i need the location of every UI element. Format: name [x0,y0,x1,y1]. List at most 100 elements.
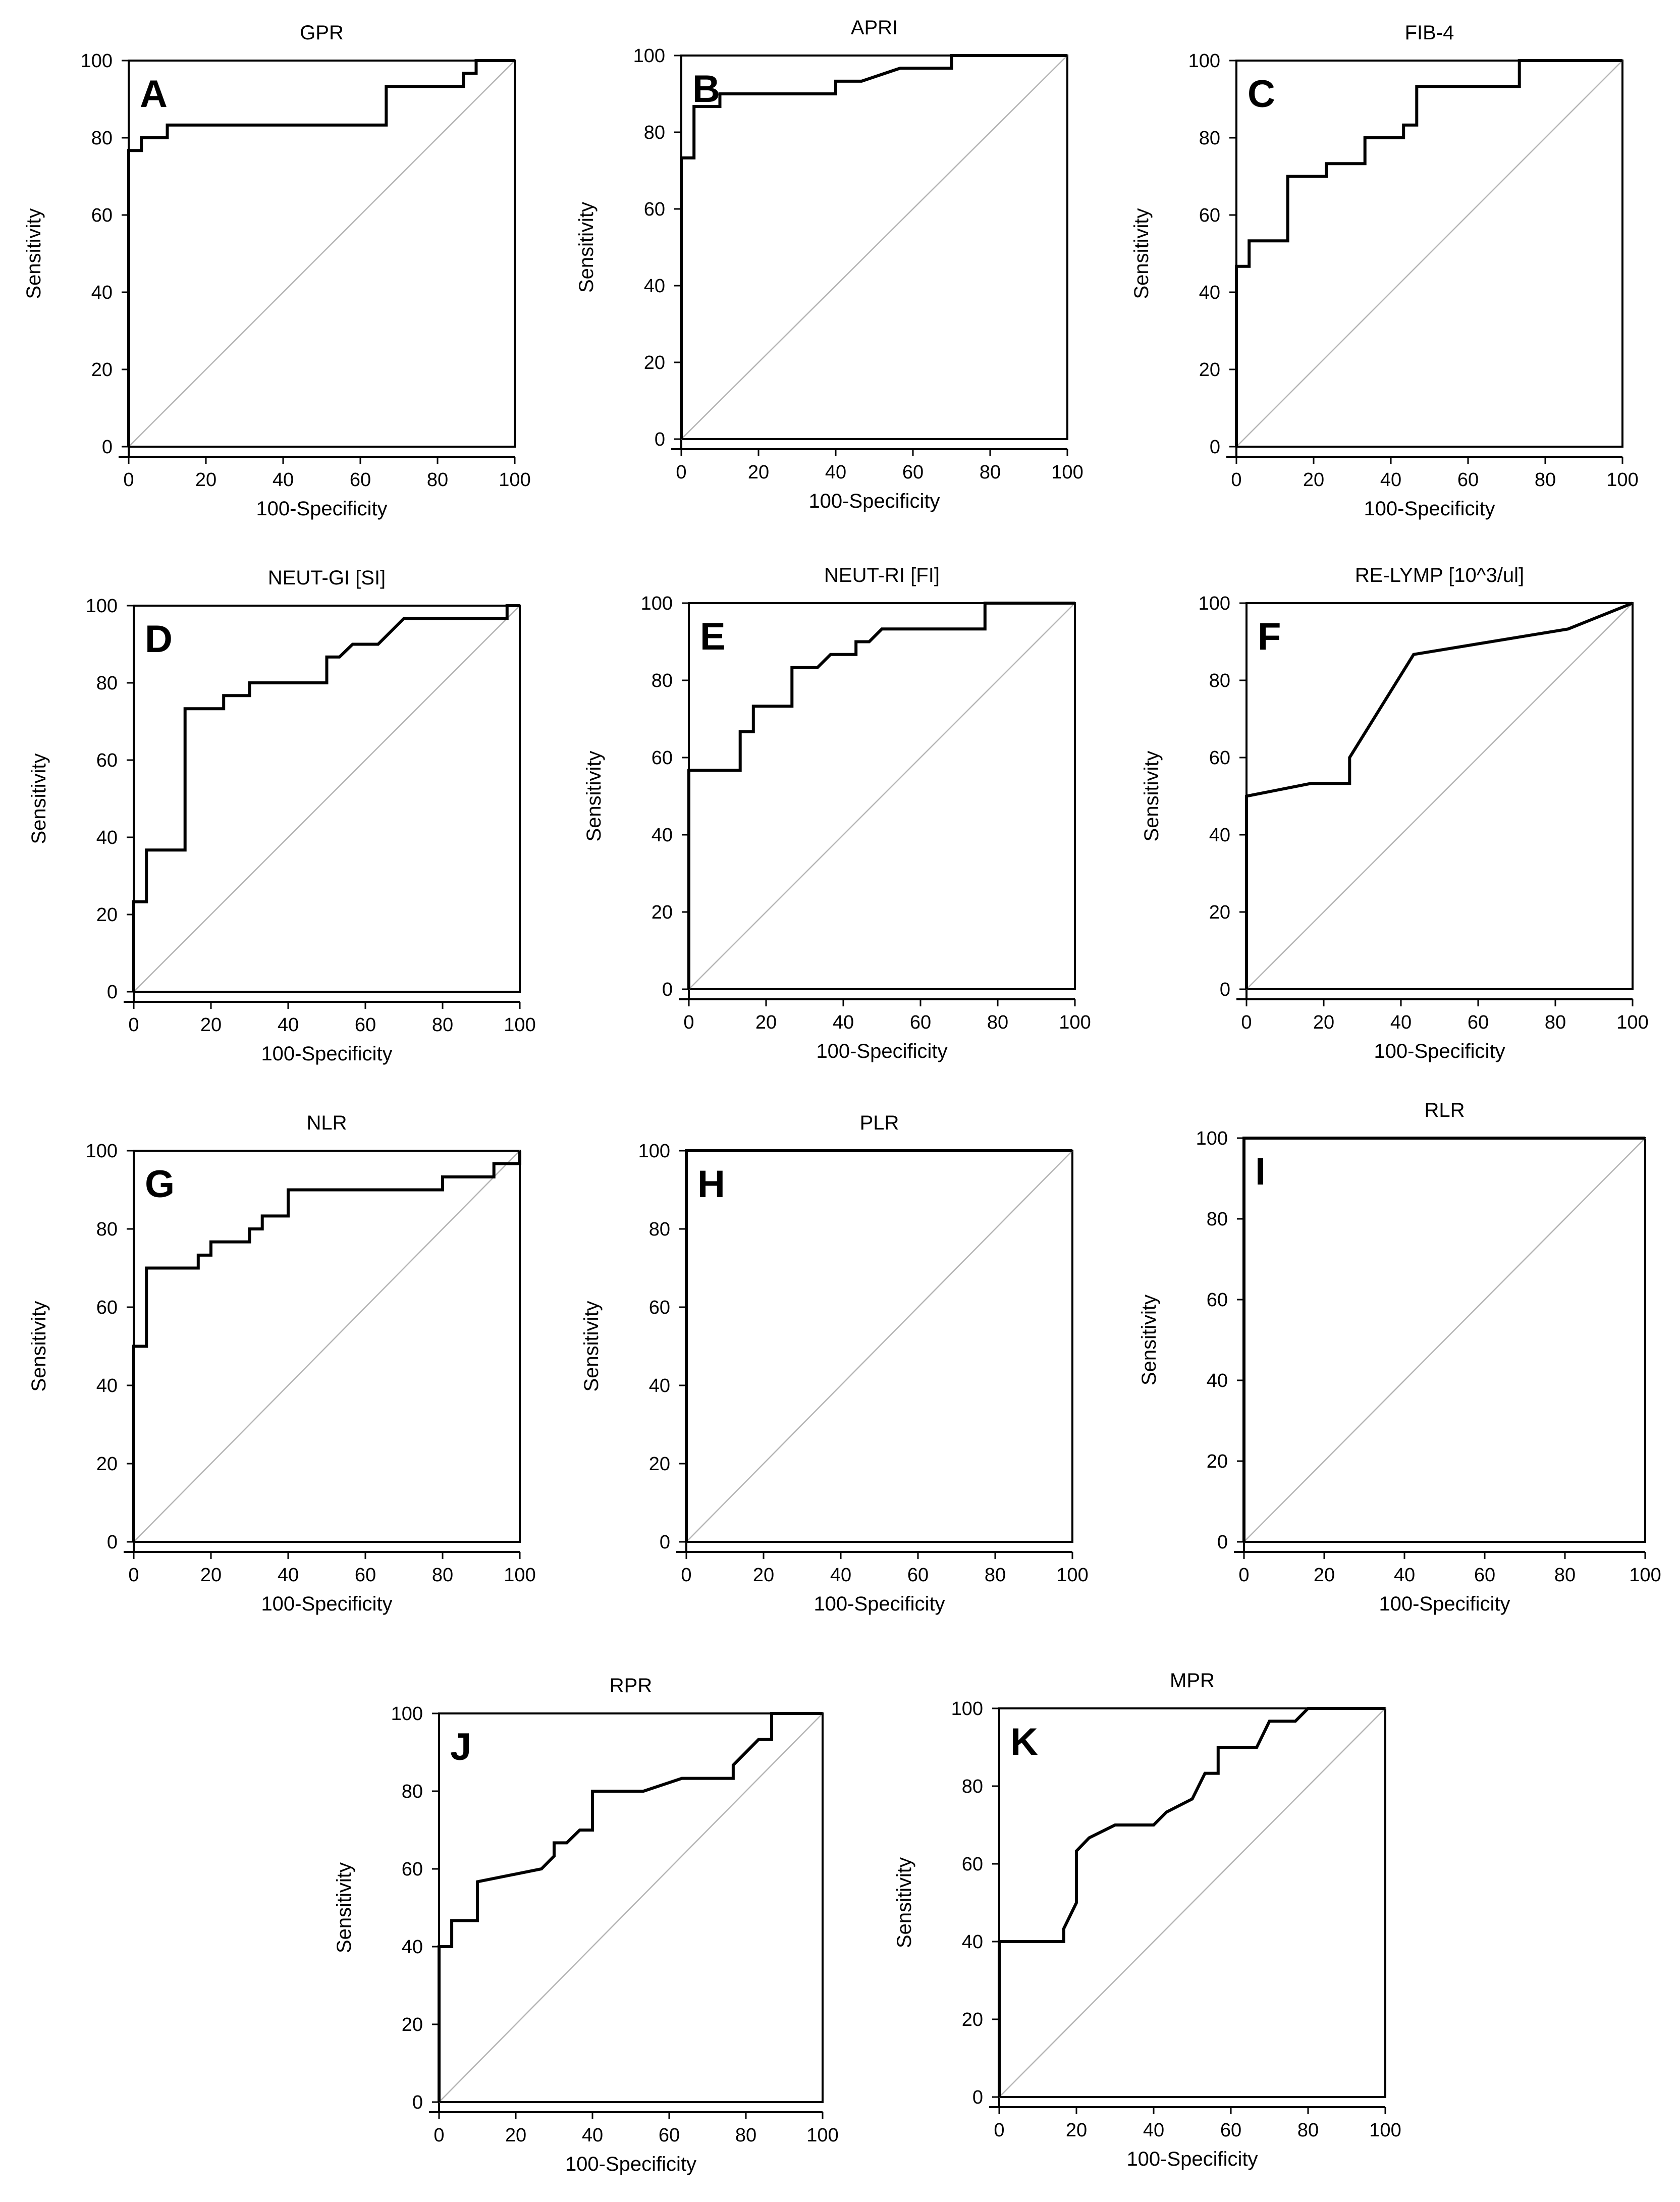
panel-title: RLR [1424,1099,1465,1121]
roc-curve-c [1235,59,1622,447]
y-tick-label: 0 [412,2092,423,2113]
x-tick-label: 0 [123,469,134,491]
y-tick-label: 40 [1209,825,1230,846]
y-axis-title: Sensitivity [893,1857,915,1948]
x-tick-label: 20 [1066,2120,1087,2141]
x-tick-label: 100 [806,2125,838,2146]
y-tick-label: 40 [644,276,665,297]
x-tick-label: 40 [1380,469,1401,491]
roc-panel-f: 0 20 40 60 80 100 0 20 40 60 80 100 RE-LYMP [10^3/ul… [1141,564,1649,1062]
panel-letter: I [1255,1150,1266,1193]
y-axis-title: Sensitivity [1130,208,1153,299]
y-tick-label: 100 [1188,50,1220,72]
y-tick-label: 100 [1196,1128,1228,1149]
roc-panel-k: 0 20 40 60 80 100 0 20 40 60 80 100 MPR K 100-Specific… [893,1670,1401,2170]
y-tick-label: 0 [660,1532,670,1553]
x-tick-label: 60 [659,2125,680,2146]
y-tick-label: 40 [962,1931,983,1953]
x-tick-label: 80 [1545,1012,1566,1033]
y-tick-label: 60 [644,199,665,220]
panel-letter: B [692,68,720,111]
x-tick-label: 80 [427,469,448,491]
x-tick-label: 60 [1468,1012,1489,1033]
x-tick-label: 0 [676,462,686,483]
x-tick-label: 100 [1629,1565,1661,1586]
roc-panel-b: 0 20 40 60 80 100 0 20 40 60 80 100 APRI B 100-Specifi… [575,17,1083,512]
y-axis-title: Sensitivity [1138,1295,1160,1385]
roc-curve-a [127,59,515,447]
x-tick-label: 20 [200,1565,222,1586]
y-tick-label: 20 [96,1454,118,1475]
roc-panel-g: 0 20 40 60 80 100 0 20 40 60 80 100 NLR G 100-Specific… [28,1112,536,1615]
roc-curve-d [132,604,520,992]
y-tick-label: 100 [81,50,113,72]
y-tick-label: 80 [649,1219,670,1240]
x-axis-title: 100-Specificity [1379,1593,1510,1615]
x-tick-label: 80 [432,1565,453,1586]
x-tick-label: 60 [1220,2120,1241,2141]
y-tick-label: 100 [391,1703,423,1725]
panel-letter: E [700,615,726,658]
panel-title: PLR [860,1112,899,1134]
x-tick-label: 20 [200,1014,222,1036]
x-tick-label: 60 [902,462,924,483]
x-tick-label: 100 [1369,2120,1401,2141]
y-tick-label: 60 [96,1297,118,1318]
x-tick-label: 60 [1457,469,1479,491]
x-tick-label: 40 [1390,1012,1412,1033]
y-tick-label: 0 [1210,437,1220,458]
x-tick-label: 20 [505,2125,526,2146]
y-tick-label: 60 [91,205,113,226]
y-tick-label: 100 [86,1141,118,1162]
reference-diagonal [1243,1138,1646,1542]
y-tick-label: 100 [1199,593,1230,614]
panel-title: FIB-4 [1405,22,1454,44]
roc-panel-h: 0 20 40 60 80 100 0 20 40 60 80 100 PLR H 100-Specific… [580,1112,1089,1615]
y-tick-label: 0 [662,979,673,1000]
y-tick-label: 20 [652,902,673,923]
x-tick-label: 0 [994,2120,1004,2141]
y-tick-label: 40 [649,1375,670,1397]
y-axis-title: Sensitivity [1141,750,1163,841]
reference-diagonal [439,1713,823,2103]
y-tick-label: 40 [1199,282,1220,303]
x-tick-label: 100 [1059,1012,1091,1033]
y-tick-label: 0 [1217,1532,1228,1553]
y-axis-title: Sensitivity [23,208,45,299]
panel-letter: G [145,1163,175,1206]
reference-diagonal [688,603,1075,990]
y-tick-label: 60 [962,1854,983,1875]
x-tick-label: 20 [1314,1565,1335,1586]
roc-panel-c: 0 20 40 60 80 100 0 20 40 60 80 100 FIB-4 C 100-Specif… [1130,22,1639,520]
panel-title: MPR [1170,1670,1215,1692]
x-tick-label: 80 [980,462,1001,483]
panel-title: NLR [306,1112,347,1134]
y-tick-label: 100 [633,45,665,67]
x-tick-label: 80 [985,1565,1006,1586]
y-axis-title: Sensitivity [28,1301,50,1391]
x-tick-label: 0 [1231,469,1241,491]
x-tick-label: 20 [1303,469,1324,491]
x-tick-label: 40 [273,469,294,491]
x-tick-label: 0 [1238,1565,1249,1586]
roc-curve-e [687,602,1075,989]
reference-diagonal [1246,603,1633,990]
y-tick-label: 100 [86,596,118,617]
x-tick-label: 40 [825,462,846,483]
x-tick-label: 0 [683,1012,694,1033]
roc-curve-g [132,1151,521,1542]
y-tick-label: 100 [641,593,673,614]
y-tick-label: 40 [652,825,673,846]
x-tick-label: 0 [433,2125,444,2146]
y-tick-label: 60 [402,1859,423,1880]
x-tick-label: 20 [1313,1012,1334,1033]
y-tick-label: 80 [1207,1209,1228,1230]
panel-title: RPR [610,1675,652,1697]
roc-curve-k [998,1707,1385,2097]
y-tick-label: 80 [91,128,113,149]
x-axis-title: 100-Specificity [256,498,387,520]
x-tick-label: 20 [753,1565,774,1586]
y-tick-label: 60 [649,1297,670,1318]
panel-title: NEUT-GI [SI] [268,567,386,589]
